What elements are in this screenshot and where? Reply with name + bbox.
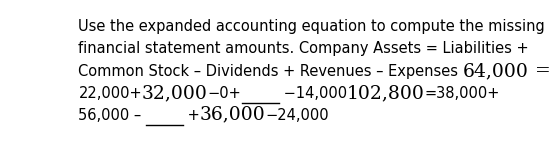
Text: −14,000: −14,000 <box>278 86 347 101</box>
Text: −24,000: −24,000 <box>266 108 329 123</box>
Text: +: + <box>183 108 200 123</box>
Text: 102,800: 102,800 <box>347 84 425 102</box>
Text: 32,000: 32,000 <box>142 84 208 102</box>
Text: 22,000+: 22,000+ <box>78 86 142 101</box>
Text: 64,000: 64,000 <box>463 62 529 80</box>
Text: 56,000 –: 56,000 – <box>78 108 146 123</box>
Text: −0+: −0+ <box>208 86 242 101</box>
Text: Use the expanded accounting equation to compute the missing: Use the expanded accounting equation to … <box>78 19 545 34</box>
Text: Common Stock – Dividends + Revenues – Expenses: Common Stock – Dividends + Revenues – Ex… <box>78 64 463 79</box>
Text: financial statement amounts. Company Assets = Liabilities +: financial statement amounts. Company Ass… <box>78 41 529 57</box>
Text: 36,000: 36,000 <box>200 106 266 124</box>
Text: =: = <box>529 62 551 80</box>
Text: =38,000+: =38,000+ <box>425 86 500 101</box>
